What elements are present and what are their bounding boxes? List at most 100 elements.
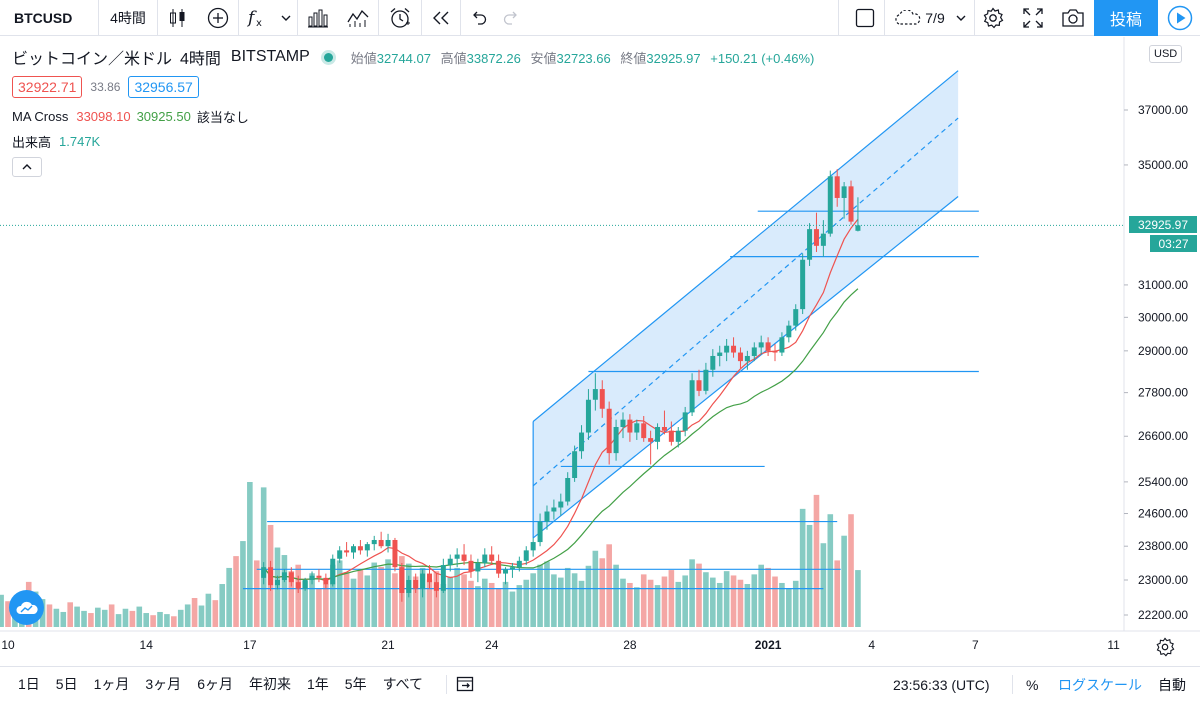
- range-button[interactable]: すべて: [382, 676, 424, 692]
- indicators-dropdown[interactable]: [275, 0, 297, 36]
- volume-bar: [841, 535, 847, 627]
- volume-bar: [488, 582, 495, 627]
- candle-body: [855, 225, 861, 231]
- volume-bar: [302, 580, 308, 627]
- volume-bar: [88, 613, 94, 627]
- toolbar-divider: [421, 0, 422, 36]
- cloud-logo-icon: [15, 601, 38, 614]
- ma-slow-line: [263, 288, 859, 580]
- publish-button[interactable]: 投稿: [1094, 0, 1158, 36]
- volume-bar: [5, 601, 11, 627]
- candle-body: [668, 430, 674, 442]
- range-button[interactable]: 年初来: [248, 676, 291, 692]
- candle-body: [751, 347, 757, 356]
- volume-bar: [792, 580, 799, 627]
- candle-body: [427, 573, 433, 583]
- chart-area[interactable]: 22200.00 23000.00 23800.00 24600.00 25400.00…: [0, 37, 1200, 665]
- candle-body: [433, 582, 439, 591]
- candle-body: [675, 430, 681, 442]
- range-button[interactable]: 5年: [344, 676, 367, 692]
- alert-button[interactable]: [379, 0, 421, 36]
- settings-icon: [983, 6, 1004, 28]
- auto-scale-toggle[interactable]: 自動: [1158, 667, 1186, 701]
- tradingview-logo[interactable]: [9, 590, 44, 625]
- candle-body: [364, 544, 370, 551]
- range-button[interactable]: 1年: [306, 676, 329, 692]
- log-scale-toggle[interactable]: ログスケール: [1058, 667, 1142, 701]
- replay-button[interactable]: [422, 0, 460, 36]
- settings-button[interactable]: [976, 0, 1010, 36]
- go-to-date-button[interactable]: [456, 675, 476, 696]
- add-indicator-button[interactable]: [198, 0, 238, 36]
- layout-counter: 7/9: [925, 9, 945, 26]
- current-price-text: 32925.97: [1137, 217, 1189, 232]
- candle-body: [717, 352, 723, 356]
- x-tick-label: 11: [1107, 638, 1120, 652]
- fullscreen-button[interactable]: [1016, 0, 1050, 36]
- save-layout-button[interactable]: 7/9: [888, 0, 950, 36]
- price-chart[interactable]: 22200.00 23000.00 23800.00 24600.00 25400.00…: [0, 37, 1200, 665]
- layout-button[interactable]: [846, 0, 884, 36]
- candle-body: [724, 345, 730, 353]
- range-button[interactable]: 6ヶ月: [197, 676, 233, 692]
- candle-body: [371, 539, 377, 545]
- range-button[interactable]: 3ヶ月: [145, 676, 182, 692]
- candle-body: [648, 438, 654, 442]
- compare-button[interactable]: [298, 0, 338, 36]
- candle-body: [744, 355, 750, 362]
- x-tick-label: 2021: [755, 638, 782, 652]
- current-price-tag: 32925.97: [1129, 216, 1197, 233]
- volume-bar: [74, 606, 80, 627]
- candle-body: [440, 565, 446, 591]
- undo-button[interactable]: [461, 0, 495, 36]
- fullscreen-icon: [1023, 7, 1043, 28]
- collapse-legend-button[interactable]: [12, 157, 42, 177]
- chevron-down-icon: [281, 15, 291, 21]
- currency-label[interactable]: USD: [1149, 45, 1183, 63]
- play-button[interactable]: [1159, 0, 1200, 36]
- volume-bar: [661, 576, 668, 627]
- chart-type-button[interactable]: [158, 0, 198, 36]
- volume-bar: [129, 610, 136, 627]
- snapshot-button[interactable]: [1056, 0, 1090, 36]
- y-tick-label: 30000.00: [1138, 310, 1188, 324]
- range-buttons: 1日 5日 1ヶ月 3ヶ月 6ヶ月 年初来 1年 5年 すべて: [0, 674, 431, 694]
- candle-body: [558, 501, 564, 508]
- candle-body: [337, 550, 343, 559]
- percent-scale-toggle[interactable]: %: [1026, 667, 1038, 701]
- channel-lower-line: [532, 196, 959, 539]
- range-button[interactable]: 1日: [18, 676, 40, 692]
- volume-bar: [723, 571, 730, 627]
- volume-bar: [537, 564, 543, 627]
- volume-bar: [710, 577, 716, 627]
- interval-button[interactable]: 4時間: [99, 0, 157, 36]
- volume-bar: [834, 560, 840, 627]
- range-button[interactable]: 5日: [55, 676, 78, 692]
- volume-bar: [599, 558, 606, 627]
- toolbar-divider: [238, 0, 239, 36]
- volume-bar: [440, 584, 447, 627]
- x-tick-label: 17: [243, 638, 257, 652]
- volume-bar: [309, 573, 315, 627]
- volume-bar: [558, 577, 564, 627]
- volume-bar: [668, 570, 675, 627]
- volume-bar: [157, 611, 163, 627]
- candle-body: [551, 507, 557, 512]
- volume-bar: [744, 584, 751, 627]
- candle-body: [606, 408, 612, 454]
- volume-bar: [364, 575, 371, 627]
- redo-button[interactable]: [495, 0, 529, 36]
- x-tick-label: 7: [972, 638, 979, 652]
- range-button[interactable]: 1ヶ月: [93, 676, 130, 692]
- templates-button[interactable]: [338, 0, 378, 36]
- candle-body: [579, 432, 585, 452]
- candle-body: [834, 176, 840, 198]
- symbol-search-button[interactable]: BTCUSD: [0, 0, 98, 36]
- candle-body: [489, 554, 495, 561]
- volume-bar: [226, 567, 232, 627]
- clock[interactable]: 23:56:33 (UTC): [893, 667, 989, 701]
- layout-dropdown[interactable]: [950, 0, 972, 36]
- volume-bar: [385, 559, 391, 627]
- time-axis-settings-button[interactable]: [1155, 637, 1175, 657]
